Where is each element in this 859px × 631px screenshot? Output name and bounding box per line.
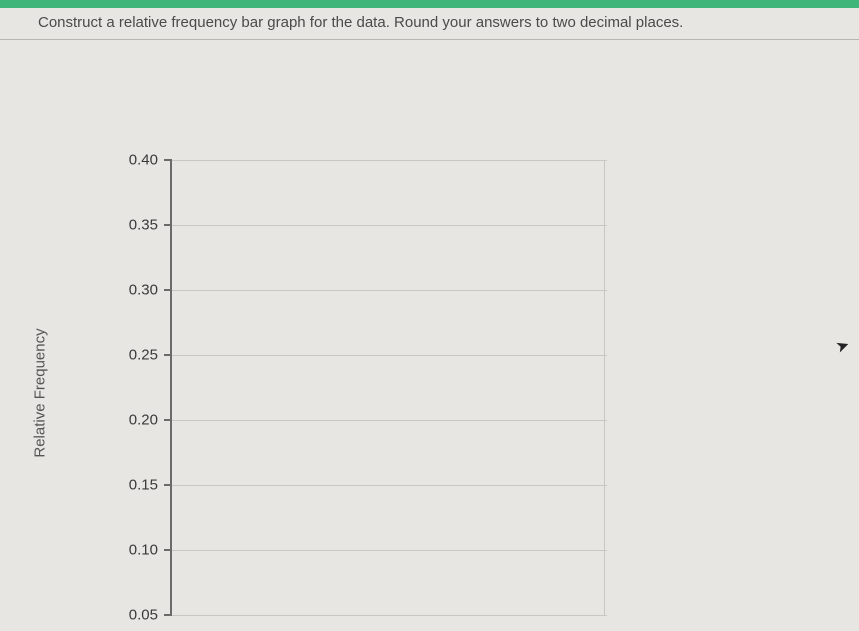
y-tick [164,549,172,551]
y-axis-label: Relative Frequency [32,328,49,457]
grid-line [172,485,607,486]
y-tick [164,159,172,161]
mouse-cursor-icon: ➤ [833,334,852,357]
y-tick [164,419,172,421]
chart-area: Relative Frequency 0.400.350.300.250.200… [60,160,660,625]
y-tick-label: 0.05 [129,607,158,624]
y-tick-label: 0.20 [129,412,158,429]
grid-line [172,290,607,291]
y-tick [164,224,172,226]
y-tick-label: 0.15 [129,477,158,494]
y-tick-label: 0.40 [129,152,158,169]
instruction-row: Construct a relative frequency bar graph… [0,8,859,40]
y-tick-label: 0.35 [129,217,158,234]
y-tick [164,484,172,486]
grid-line [172,355,607,356]
grid-line [172,550,607,551]
y-tick [164,289,172,291]
y-tick [164,354,172,356]
grid-line [172,225,607,226]
grid-line [172,615,607,616]
y-tick-label: 0.30 [129,282,158,299]
y-tick-label: 0.10 [129,542,158,559]
plot-region[interactable]: 0.400.350.300.250.200.150.100.05 [170,160,605,615]
header-accent-bar [0,0,859,8]
grid-line [172,160,607,161]
y-tick [164,614,172,616]
instruction-text: Construct a relative frequency bar graph… [38,14,683,31]
grid-line [172,420,607,421]
plot-right-edge [604,160,605,615]
y-tick-label: 0.25 [129,347,158,364]
